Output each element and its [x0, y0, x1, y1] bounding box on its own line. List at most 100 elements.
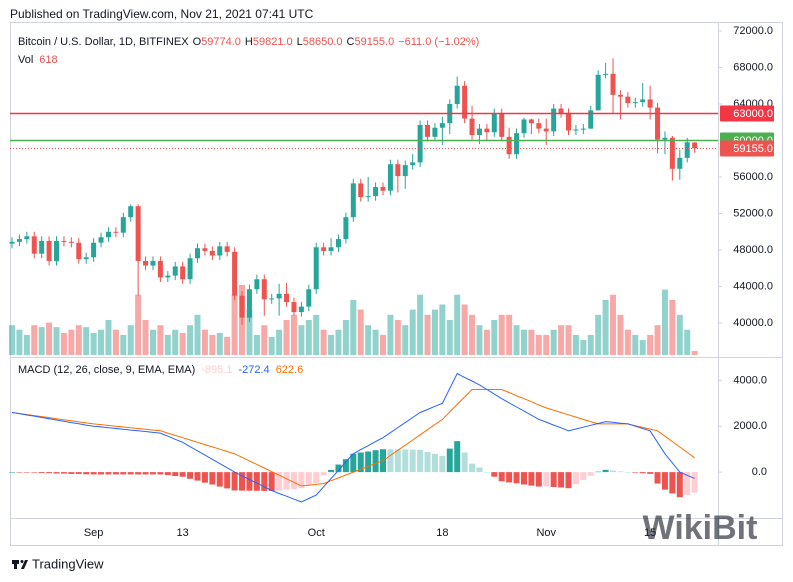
x-tick-label: 15 — [644, 527, 656, 539]
histogram-bar — [120, 472, 127, 475]
frame — [10, 22, 783, 546]
histogram-bar — [632, 472, 639, 473]
histogram-bar — [491, 472, 498, 477]
signal-value: 622.6 — [276, 364, 304, 376]
histogram-bar — [246, 472, 253, 491]
histogram-bar — [283, 472, 290, 490]
volume-bar — [602, 299, 609, 355]
last-price-tag — [720, 140, 774, 157]
volume-bar — [669, 299, 676, 355]
volume-bar — [580, 340, 587, 355]
volume-bar — [194, 314, 201, 355]
histogram-bar — [31, 472, 38, 473]
candle-body — [439, 123, 445, 128]
histogram-bar — [513, 472, 520, 484]
volume-bar — [261, 325, 268, 355]
volume-bar — [75, 325, 82, 355]
histogram-bar — [587, 472, 594, 476]
volume-bar — [654, 325, 661, 355]
volume-bar — [558, 325, 565, 355]
volume-bar — [68, 329, 75, 355]
candle-body — [195, 248, 200, 259]
volume-bar — [98, 329, 105, 355]
volume-bar — [565, 325, 572, 355]
histogram-bar — [53, 472, 60, 474]
candle-body — [150, 260, 156, 266]
histogram-bar — [402, 449, 409, 473]
volume-legend: Vol 618 — [18, 54, 58, 66]
histogram-bar — [372, 450, 379, 473]
histogram-bar — [23, 472, 30, 473]
histogram-bar — [558, 472, 565, 488]
volume-bar — [276, 329, 283, 355]
histogram-bar — [16, 472, 23, 473]
histogram-bar — [239, 472, 246, 491]
volume-bar — [380, 334, 386, 355]
candle-body — [313, 247, 319, 290]
candle-body — [172, 266, 178, 276]
histogram-bar — [105, 472, 112, 475]
volume-bar — [417, 294, 424, 355]
candle-body — [180, 266, 186, 280]
y-tick-label: 68000.0 — [733, 61, 773, 73]
y-tick-label: 0.0 — [752, 466, 767, 478]
candle-body — [39, 240, 45, 254]
histogram-bar — [38, 472, 45, 474]
price-pane: 40000.044000.048000.052000.056000.064000… — [9, 25, 774, 355]
candle-body — [31, 236, 37, 254]
volume-bar — [483, 329, 490, 355]
histogram-bar — [342, 459, 349, 473]
y-tick-label: 4000.0 — [733, 374, 767, 386]
candle-body — [566, 113, 571, 131]
volume-bar — [216, 332, 223, 355]
change: −611.0 (−1.02%) — [398, 36, 479, 48]
candle-body — [343, 217, 349, 240]
candle-body — [684, 142, 690, 158]
level-tag — [720, 105, 774, 122]
candle-body — [291, 302, 297, 313]
volume-bar — [16, 329, 23, 355]
candle-body — [669, 137, 675, 169]
candle-body — [373, 187, 379, 197]
volume-bar — [209, 334, 216, 355]
candle-body — [588, 110, 594, 129]
histogram-bar — [602, 469, 609, 473]
candle-body — [83, 257, 89, 260]
candle-body — [692, 142, 698, 149]
volume-bar — [164, 334, 171, 355]
candle-body — [387, 164, 393, 191]
volume-bar — [372, 329, 379, 355]
volume-bar — [283, 320, 290, 355]
candle-body — [209, 250, 215, 256]
histogram-bar — [276, 472, 283, 491]
histogram-bar — [335, 464, 342, 473]
x-tick-label: Sep — [84, 527, 104, 539]
candle-body — [224, 246, 230, 252]
histogram-bar — [9, 472, 15, 473]
histogram-bar — [112, 472, 119, 475]
histogram-bar — [387, 449, 394, 473]
histogram-bar — [454, 441, 461, 473]
histogram-bar — [543, 472, 550, 487]
volume-bar — [60, 332, 67, 355]
volume-bar — [535, 334, 542, 355]
candle-body — [16, 239, 22, 242]
volume-bar — [90, 332, 97, 355]
candle-body — [91, 242, 97, 258]
volume-bar — [647, 334, 654, 355]
histogram-bar — [90, 472, 97, 475]
histogram-bar — [164, 472, 171, 476]
volume-bar — [513, 325, 520, 355]
histogram-bar — [268, 472, 275, 491]
volume-bar — [142, 320, 149, 355]
candle-body — [491, 113, 497, 133]
volume-key: Vol — [18, 54, 33, 66]
histogram-bar — [572, 472, 579, 485]
volume-bar — [290, 314, 297, 355]
candle-body — [380, 187, 386, 191]
candle-body — [120, 217, 126, 233]
volume-bar — [617, 314, 624, 355]
histogram-bar — [676, 472, 683, 498]
footer-logo — [12, 560, 28, 569]
volume-bar — [231, 294, 238, 355]
